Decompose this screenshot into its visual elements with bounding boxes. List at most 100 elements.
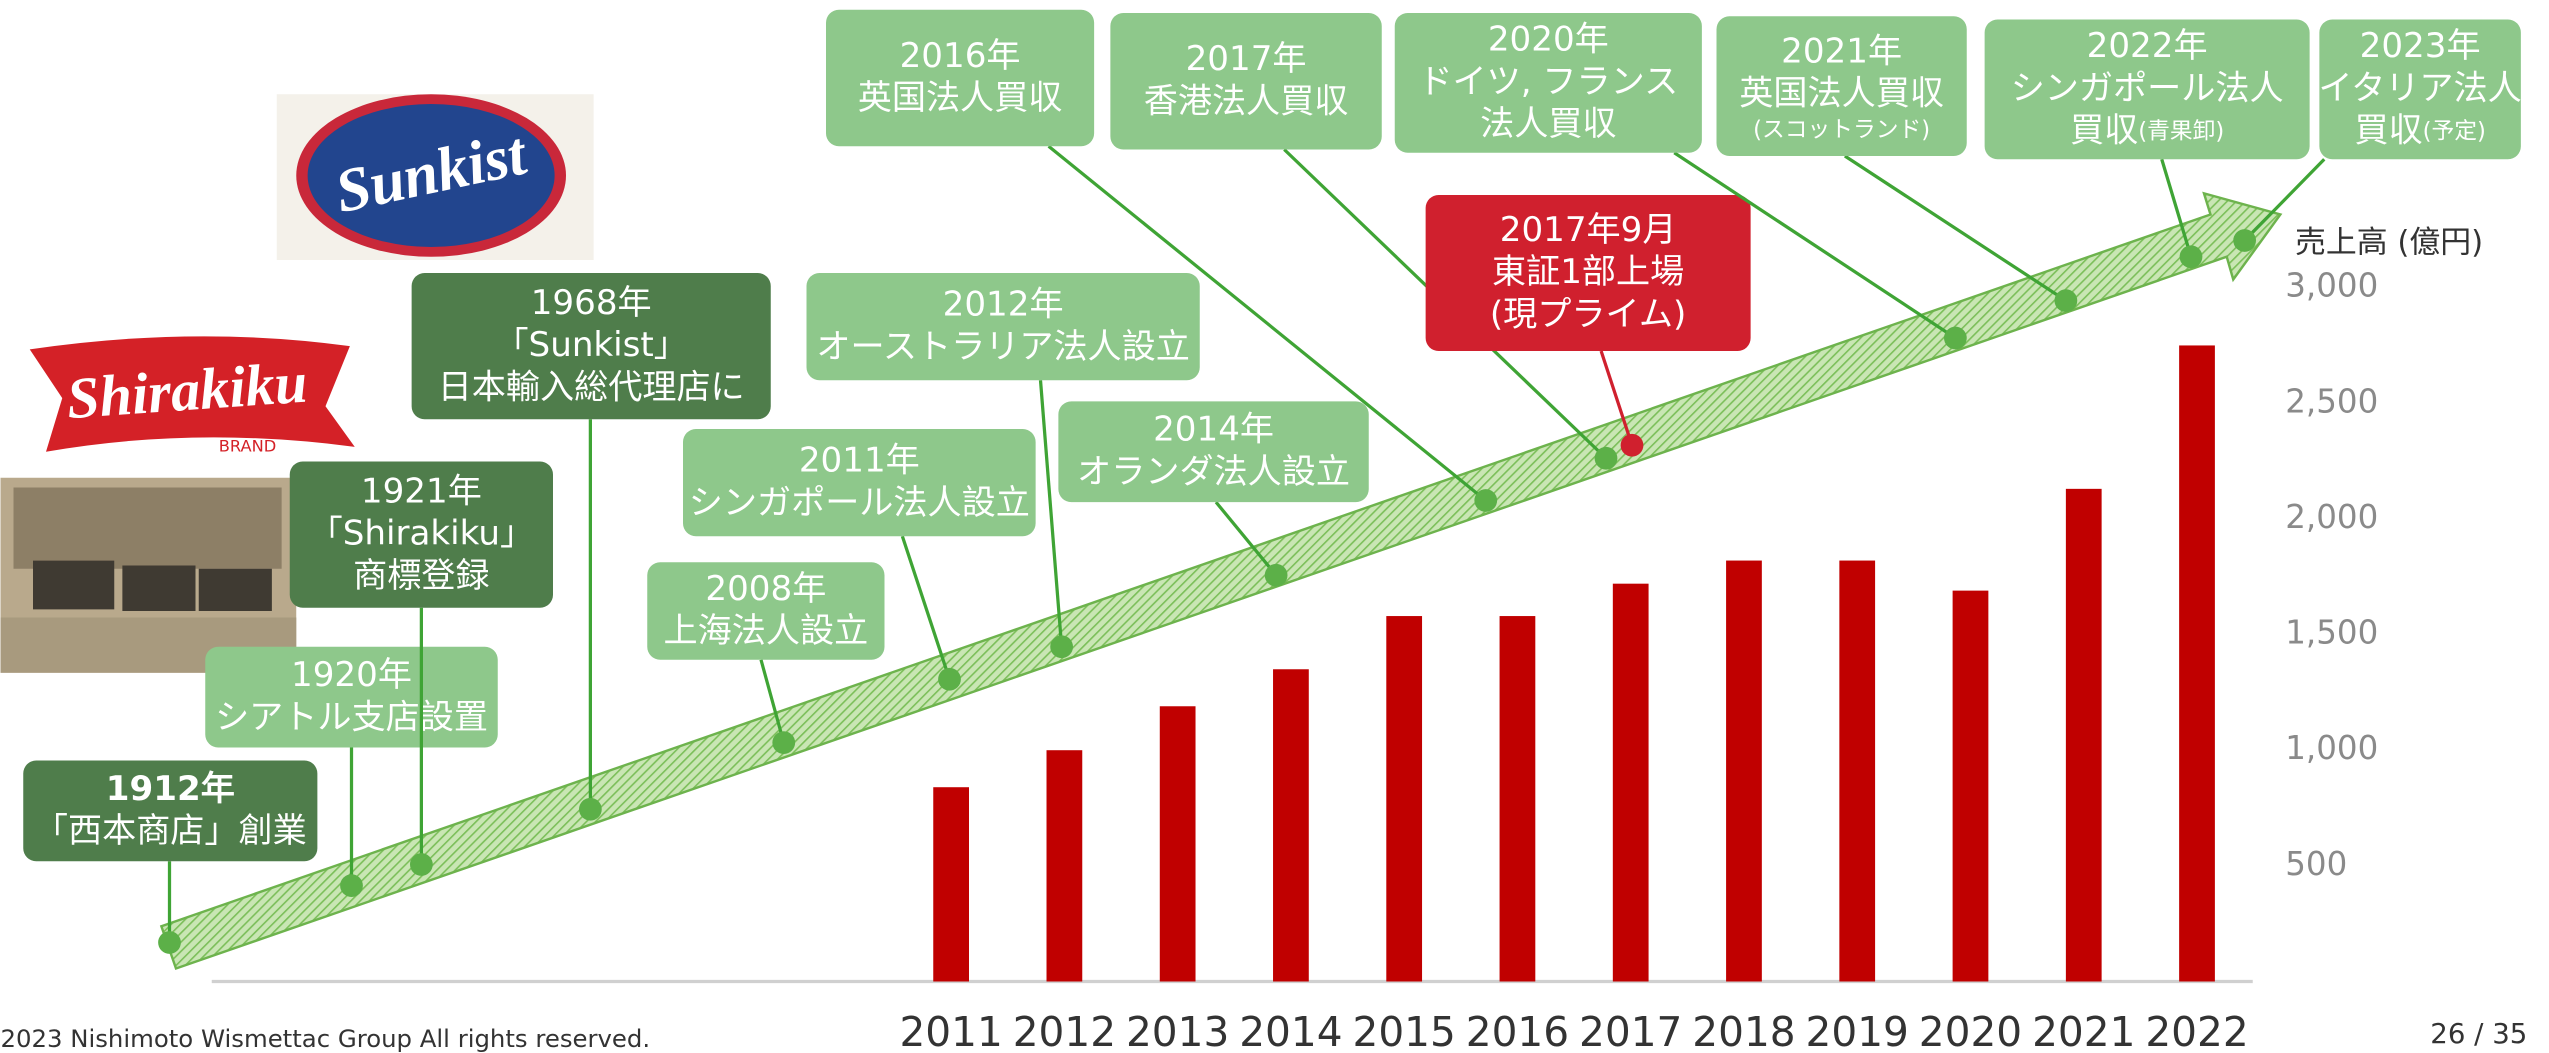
event-text-line: 「Shirakiku」 [309,513,534,553]
sunkist-logo: Sunkist [277,94,594,260]
event-box: 1912年「西本商店」創業 [23,761,317,862]
event-text: 1920年 [291,655,412,695]
event-text: 2023年 [2360,26,2481,66]
event-dot [1621,434,1644,457]
connector [902,536,949,679]
event-text: イタリア法人 [2318,68,2521,108]
bar [1500,616,1536,981]
connector [1845,156,2066,301]
shirakiku-logo: Shirakiku BRAND [30,336,355,455]
event-text: 上海法人設立 [664,611,869,651]
event-text: 1968年 [531,282,652,322]
event-text-line: 2016年 [900,35,1021,75]
event-text: ドイツ, フランス [1418,61,1678,101]
event-text-line: 2017年9月 [1500,209,1677,249]
event-text: 2017年9月 [1500,209,1677,249]
logo-text: BRAND [219,436,277,455]
x-tick-label: 2013 [1126,1008,1229,1053]
event-text-line: 2017年 [1186,39,1307,79]
event-text-line: 1920年 [291,655,412,695]
event-text-line: オーストラリア法人設立 [816,326,1190,366]
event-text-line: 「Sunkist」 [494,325,687,365]
event-text-line: 1912年 [106,768,235,808]
event-text: 「Shirakiku」 [309,513,534,553]
event-text-line: 1968年 [531,282,652,322]
event-text: 商標登録 [353,555,489,595]
event-text-line: 2021年 [1781,31,1902,71]
event-text: 英国法人買収 [1739,73,1944,113]
event-dot [1474,489,1497,512]
page-number: 26 / 35 [2430,1017,2527,1050]
event-text: オランダ法人設立 [1077,451,1350,491]
event-text: (現プライム) [1490,294,1686,334]
event-text-line: 2008年 [705,568,826,608]
x-tick-label: 2018 [1692,1008,1795,1053]
event-text-line: 2023年 [2360,26,2481,66]
historic-photo [1,478,297,673]
event-text-line: 2012年 [943,284,1064,324]
page: Sunkist Shirakiku BRAND 売上高 (億円) 2023 Ni… [0,0,2549,1053]
event-text: 2012年 [943,284,1064,324]
event-dot [2233,229,2256,252]
event-box: 2022年シンガポール法人買収(青果卸) [1985,20,2310,160]
event-text-line: イタリア法人 [2318,68,2521,108]
y-tick-label: 1,000 [2285,729,2378,767]
event-text-line: 日本輸入総代理店に [438,367,745,407]
event-text: 「Sunkist」 [494,325,687,365]
bar [1273,669,1309,981]
event-text-line: 英国法人買収 [1739,73,1944,113]
event-text-line: 2022年 [2087,26,2208,66]
event-text: 1921年 [361,471,482,511]
event-text: 日本輸入総代理店に [438,367,745,407]
event-box: 1920年シアトル支店設置 [205,647,498,748]
bar [1047,750,1083,981]
event-text-line: 2014年 [1153,409,1274,449]
event-text: 2021年 [1781,31,1902,71]
x-tick-label: 2019 [1806,1008,1909,1053]
event-dot [2055,289,2078,312]
bar [1160,706,1196,981]
event-dot [579,798,602,821]
slide: Sunkist Shirakiku BRAND 売上高 (億円) 2023 Ni… [0,0,2549,1053]
x-tick-label: 2021 [2032,1008,2135,1053]
event-text-line: シアトル支店設置 [215,697,488,737]
event-text: 2014年 [1153,409,1274,449]
event-text: シンガポール法人 [2011,68,2284,108]
event-box: 2023年イタリア法人買収(予定) [2318,20,2521,160]
x-tick-label: 2022 [2145,1008,2248,1053]
event-text: 2022年 [2087,26,2208,66]
event-text-line: 1921年 [361,471,482,511]
event-text-line: 買収 [2354,110,2422,150]
x-tick-label: 2016 [1466,1008,1569,1053]
event-box: 1968年「Sunkist」日本輸入総代理店に [412,273,771,419]
event-text-line: シンガポール法人 [2011,68,2284,108]
bar [1726,561,1762,982]
event-text-line: 「西本商店」創業 [34,811,307,851]
bar [2066,489,2102,982]
x-tick-label: 2020 [1919,1008,2022,1053]
bar [1613,584,1649,982]
event-dot [410,853,433,876]
event-text: 1912年 [106,768,235,808]
bar [1839,561,1875,982]
copyright: 2023 Nishimoto Wismettac Group All right… [1,1024,651,1053]
event-text-line: 香港法人買収 [1144,81,1349,121]
event-text-line: 法人買収 [1480,104,1616,144]
event-text-line: 2020年 [1488,19,1609,59]
event-text-line: オランダ法人設立 [1077,451,1350,491]
event-text-line: 買収 [2070,110,2138,150]
event-box: 2014年オランダ法人設立 [1058,401,1368,502]
y-tick-label: 2,500 [2285,382,2378,420]
event-box: 1921年「Shirakiku」商標登録 [290,462,553,608]
event-note: (スコットランド) [1753,117,1930,143]
event-text: 2017年 [1186,39,1307,79]
event-text: 2020年 [1488,19,1609,59]
x-tick-label: 2014 [1239,1008,1342,1053]
event-box: 2020年ドイツ, フランス法人買収 [1395,13,1702,153]
event-text-line: 英国法人買収 [858,78,1063,118]
event-text: オーストラリア法人設立 [816,326,1190,366]
y-tick-label: 2,000 [2285,498,2378,536]
